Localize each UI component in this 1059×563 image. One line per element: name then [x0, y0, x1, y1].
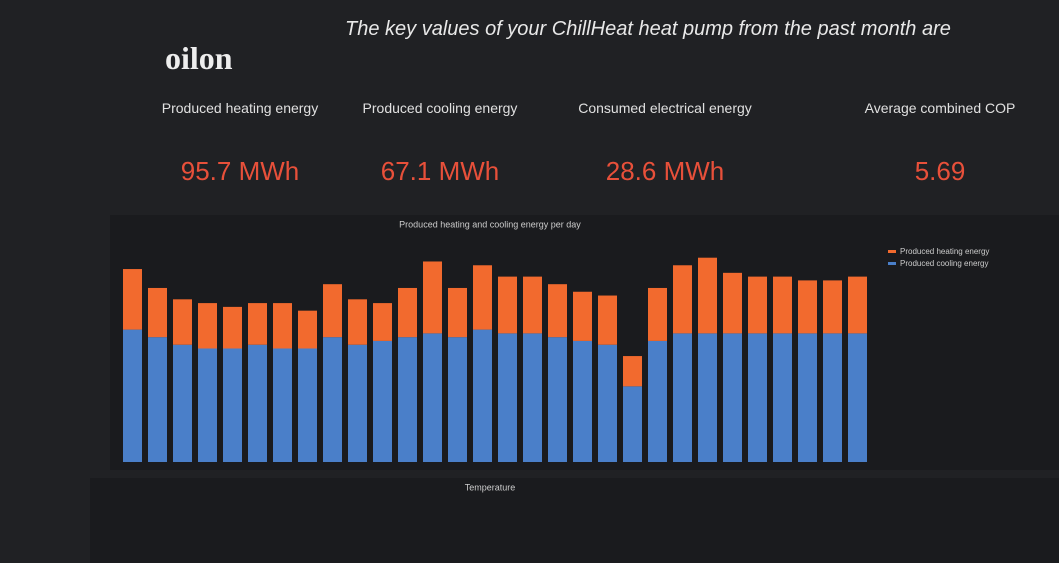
bar: [573, 341, 592, 462]
panel-title: Temperature: [465, 482, 516, 492]
legend-label: Produced cooling energy: [900, 259, 989, 268]
bar: [348, 299, 367, 344]
bar: [148, 337, 167, 462]
bar: [548, 337, 567, 462]
bar: [623, 356, 642, 386]
bar: [598, 296, 617, 345]
bar: [423, 261, 442, 333]
bar: [498, 277, 517, 334]
bar: [548, 284, 567, 337]
bar: [698, 333, 717, 462]
bar: [248, 303, 267, 345]
bar: [673, 333, 692, 462]
bar: [448, 288, 467, 337]
bar: [648, 288, 667, 341]
bar: [623, 386, 642, 462]
bar: [148, 288, 167, 337]
bar: [798, 333, 817, 462]
bar: [523, 333, 542, 462]
legend-swatch: [888, 262, 896, 265]
bar: [398, 337, 417, 462]
bar: [773, 277, 792, 334]
bar: [273, 349, 292, 463]
bar: [748, 333, 767, 462]
bar: [223, 349, 242, 463]
bar: [273, 303, 292, 348]
bar: [323, 337, 342, 462]
bar: [298, 349, 317, 463]
bar: [373, 341, 392, 462]
bar: [473, 265, 492, 329]
bar: [248, 345, 267, 462]
bar: [723, 273, 742, 334]
bar: [173, 345, 192, 462]
bar: [823, 333, 842, 462]
legend-label: Produced heating energy: [900, 247, 989, 256]
bar: [323, 284, 342, 337]
bar: [448, 337, 467, 462]
bar: [398, 288, 417, 337]
chart: Produced heating and cooling energy per …: [0, 0, 1059, 563]
bar: [848, 277, 867, 334]
panel: [90, 478, 1059, 563]
bar: [573, 292, 592, 341]
chart-title: Produced heating and cooling energy per …: [399, 219, 581, 229]
bar: [223, 307, 242, 349]
dashboard: oilon The key values of your ChillHeat h…: [0, 0, 1059, 563]
bar: [473, 330, 492, 462]
bar: [423, 333, 442, 462]
bar: [648, 341, 667, 462]
bar: [498, 333, 517, 462]
bar: [848, 333, 867, 462]
bar: [598, 345, 617, 462]
bar: [698, 258, 717, 334]
bar: [773, 333, 792, 462]
bar: [823, 280, 842, 333]
bar: [673, 265, 692, 333]
bar: [798, 280, 817, 333]
bar: [373, 303, 392, 341]
bar: [348, 345, 367, 462]
legend-swatch: [888, 250, 896, 253]
bar: [298, 311, 317, 349]
bar: [198, 349, 217, 463]
bar: [523, 277, 542, 334]
bar: [723, 333, 742, 462]
bar: [198, 303, 217, 348]
bar: [123, 269, 142, 330]
bar: [748, 277, 767, 334]
bar: [123, 330, 142, 462]
bar: [173, 299, 192, 344]
